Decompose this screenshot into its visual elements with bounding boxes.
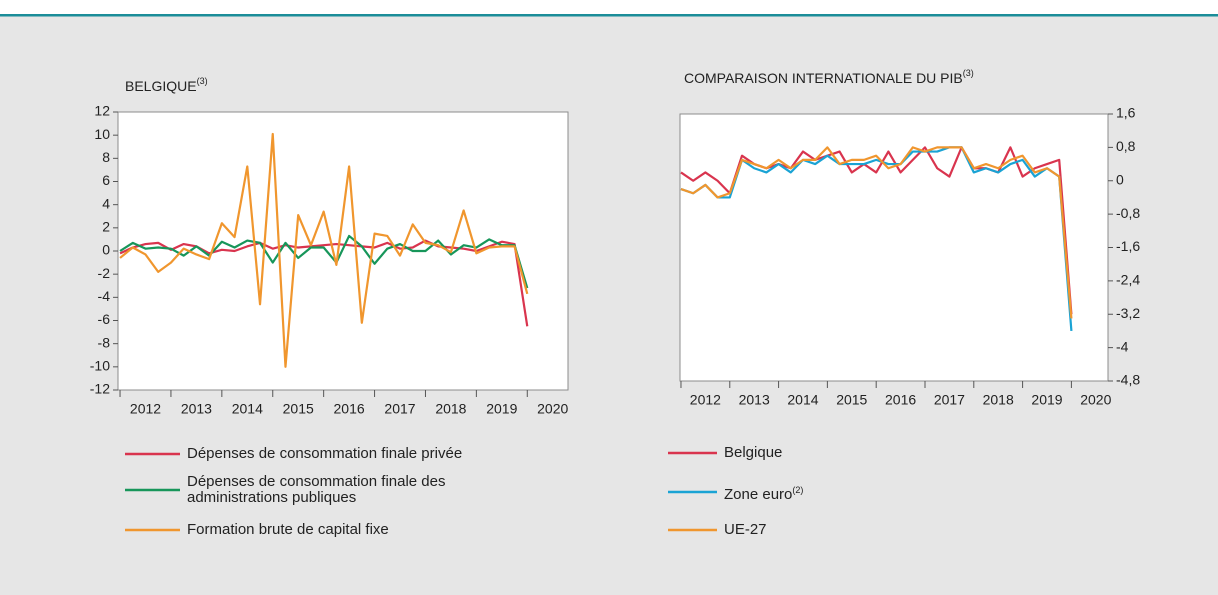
x-tick-label: 2014 [232,401,263,417]
y-tick-label: 12 [94,103,110,119]
x-tick-label: 2013 [181,401,212,417]
x-tick-label: 2018 [983,392,1014,408]
series-line [680,146,1073,319]
title-note: (3) [197,76,208,86]
y-tick-label: -8 [98,334,111,350]
series-line [119,234,529,289]
legend-entry: Dépenses de consommation finale privée [187,446,462,462]
x-tick-label: 2016 [885,392,916,408]
y-tick-label: -4 [1116,338,1129,354]
y-tick-label: -4 [98,288,111,304]
legend-note: (2) [792,484,804,495]
y-tick-label: -10 [90,358,110,374]
y-tick-label: -4,8 [1116,372,1140,388]
x-tick-label: 2017 [934,392,965,408]
top-rule [0,14,1218,17]
x-tick-label: 2020 [1080,392,1111,408]
y-tick-label: -0,8 [1116,205,1140,221]
y-tick-label: -6 [98,311,111,327]
legend-label: Dépenses de consommation finale privée [187,445,463,462]
title-note: (3) [963,68,974,78]
x-tick-label: 2012 [690,392,721,408]
x-tick-label: 2015 [283,401,314,417]
chart-title: COMPARAISON INTERNATIONALE DU PIB(3) [684,68,974,85]
chart-title: BELGIQUE(3) [125,76,208,93]
x-tick-label: 2019 [486,401,517,417]
legend-label: Belgique [724,444,783,461]
y-tick-label: 8 [102,149,110,165]
y-tick-label: -12 [90,381,110,397]
title-text: COMPARAISON INTERNATIONALE DU PIB [684,70,963,86]
x-tick-label: 2012 [130,401,161,417]
x-tick-label: 2017 [384,401,415,417]
legend-label: UE-27 [724,521,767,538]
title-text: BELGIQUE [125,78,197,94]
y-tick-label: 1,6 [1116,105,1136,121]
x-tick-label: 2016 [334,401,365,417]
x-tick-label: 2018 [435,401,466,417]
plot-area [679,113,1109,382]
y-tick-label: -3,2 [1116,305,1140,321]
legend-label: Dépenses de consommation finale des admi… [187,473,446,506]
y-tick-label: -1,6 [1116,238,1140,254]
x-tick-label: 2014 [787,392,818,408]
x-tick-label: 2013 [739,392,770,408]
y-tick-label: 10 [94,126,110,142]
y-tick-label: 0 [102,242,110,258]
legend-label: Zone euro [724,485,793,503]
x-tick-label: 2019 [1031,392,1062,408]
legend-entry: Belgique [724,445,782,461]
y-tick-label: -2 [98,265,111,281]
legend-entry: Zone euro(2) [724,482,803,503]
series-line [119,132,529,368]
y-tick-label: 0,8 [1116,138,1136,154]
series-line [680,146,1073,315]
legend-entry: Dépenses de consommation finale des admi… [187,474,487,506]
legend-entry: Formation brute de capital fixe [187,522,389,538]
legend-entry: UE-27 [724,522,767,538]
x-tick-label: 2020 [537,401,568,417]
y-tick-label: 6 [102,172,110,188]
legend-label: Formation brute de capital fixe [187,521,389,538]
y-tick-label: 0 [1116,171,1124,187]
x-tick-label: 2015 [836,392,867,408]
y-tick-label: 4 [102,195,110,211]
series-line [680,146,1073,332]
y-tick-label: 2 [102,219,110,235]
y-tick-label: -2,4 [1116,272,1140,288]
